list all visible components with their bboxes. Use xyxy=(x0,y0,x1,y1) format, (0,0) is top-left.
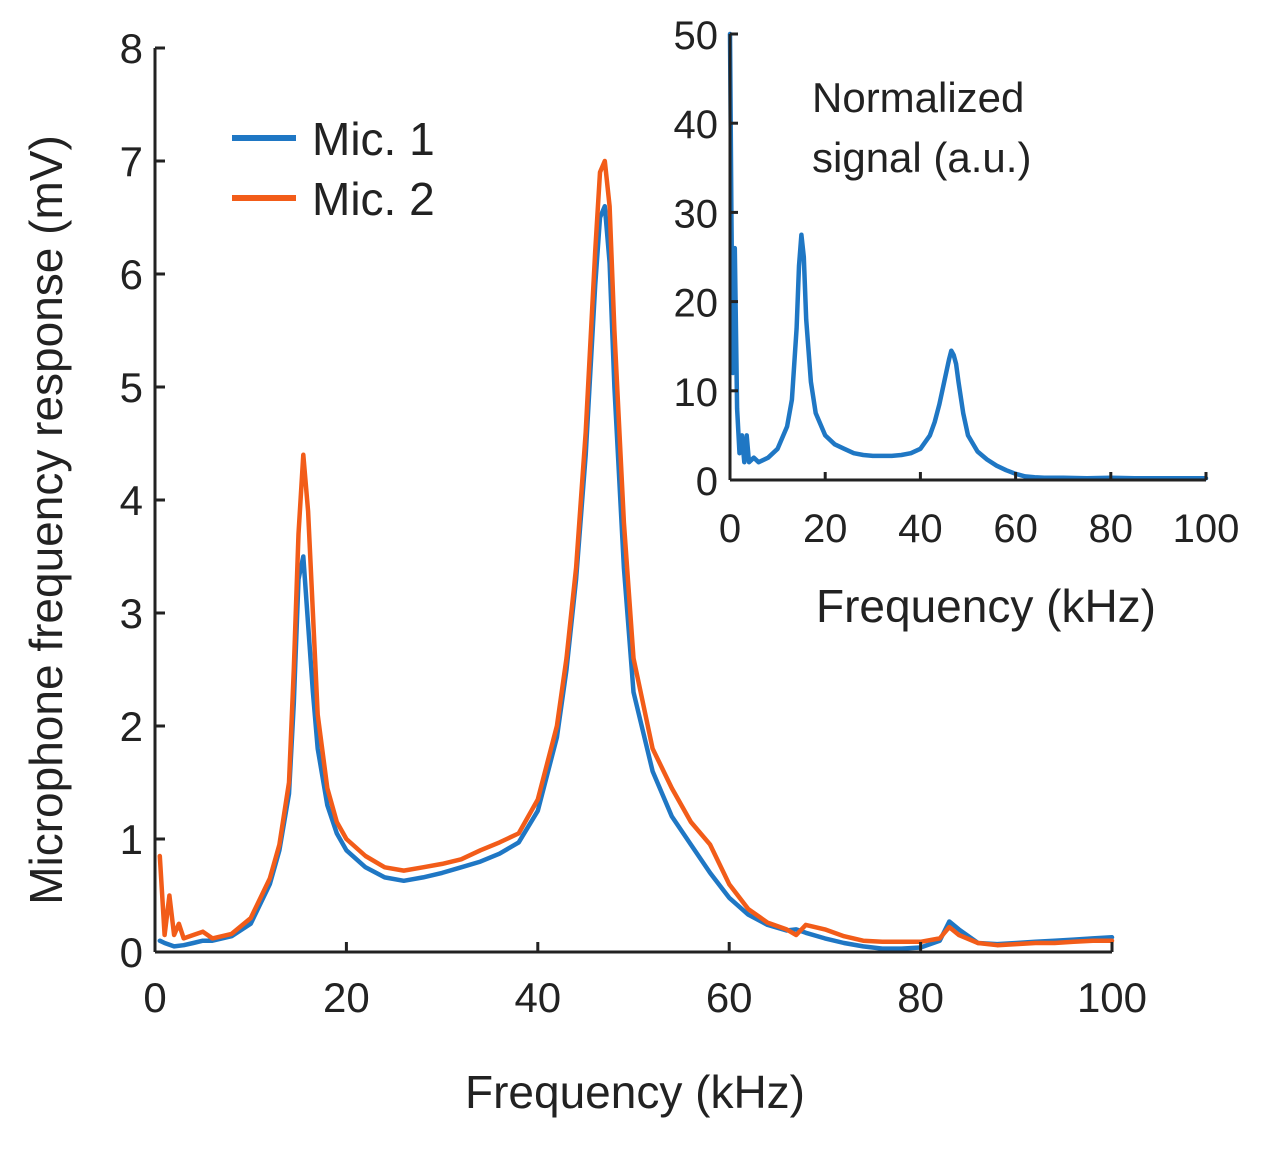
main-y-tick-label: 8 xyxy=(120,25,143,72)
main-y-tick-label: 6 xyxy=(120,251,143,298)
inset-series-line-1 xyxy=(727,31,1209,481)
inset-y-tick-label: 20 xyxy=(674,282,719,326)
inset-axes: 0 20 40 60 80 100 0 10 20 30 40 50 xyxy=(674,14,1240,551)
inset-x-tick-label: 40 xyxy=(898,507,943,551)
main-y-tick-label: 2 xyxy=(120,703,143,750)
main-series-line-1 xyxy=(157,203,1115,951)
main-y-tick-label: 1 xyxy=(120,816,143,863)
main-x-axis-label: Frequency (kHz) xyxy=(465,1066,805,1118)
main-y-tick-label: 3 xyxy=(120,590,143,637)
main-y-tick-label: 4 xyxy=(120,477,143,524)
inset-annotation-line-1: Normalized xyxy=(812,74,1024,121)
inset-x-tick-label: 60 xyxy=(993,507,1038,551)
main-x-tick-label: 80 xyxy=(897,974,944,1021)
main-y-tick-label: 0 xyxy=(120,929,143,976)
main-y-tick-label: 7 xyxy=(120,138,143,185)
main-series-line-2 xyxy=(157,158,1115,948)
inset-x-tick-label: 0 xyxy=(719,507,741,551)
inset-plot-area xyxy=(727,31,1209,481)
main-x-tick-label: 20 xyxy=(323,974,370,1021)
main-x-tick-label: 0 xyxy=(143,974,166,1021)
inset-y-tick-label: 10 xyxy=(674,371,719,415)
inset-x-tick-label: 20 xyxy=(803,507,848,551)
inset-x-tick-label: 100 xyxy=(1173,507,1240,551)
main-y-axis-label: Microphone frequency response (mV) xyxy=(20,135,72,905)
legend-label-mic1: Mic. 1 xyxy=(312,113,435,165)
inset-y-tick-label: 40 xyxy=(674,103,719,147)
main-x-tick-label: 100 xyxy=(1077,974,1147,1021)
main-x-tick-label: 40 xyxy=(514,974,561,1021)
main-plot-area xyxy=(157,158,1115,951)
inset-y-tick-label: 0 xyxy=(696,460,718,504)
legend: Mic. 1 Mic. 2 xyxy=(232,113,435,225)
main-x-tick-label: 60 xyxy=(706,974,753,1021)
legend-label-mic2: Mic. 2 xyxy=(312,173,435,225)
inset-annotation-line-2: signal (a.u.) xyxy=(812,134,1031,181)
inset-x-tick-label: 80 xyxy=(1089,507,1134,551)
inset-y-tick-label: 50 xyxy=(674,14,719,58)
inset-x-axis-label: Frequency (kHz) xyxy=(816,580,1156,632)
inset-y-tick-label: 30 xyxy=(674,192,719,236)
main-y-tick-label: 5 xyxy=(120,364,143,411)
